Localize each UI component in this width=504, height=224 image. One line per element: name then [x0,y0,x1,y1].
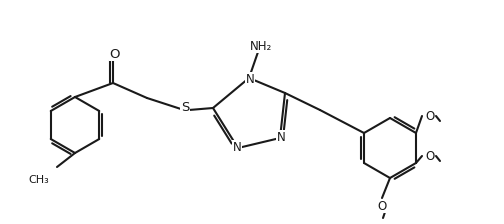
Text: O: O [110,47,120,60]
Text: S: S [181,101,189,114]
Text: N: N [245,73,255,86]
Text: O: O [425,149,434,162]
Text: NH₂: NH₂ [250,39,272,52]
Text: CH₃: CH₃ [28,175,49,185]
Text: O: O [425,110,434,123]
Text: O: O [377,200,387,213]
Text: N: N [233,140,241,153]
Text: N: N [277,131,285,144]
